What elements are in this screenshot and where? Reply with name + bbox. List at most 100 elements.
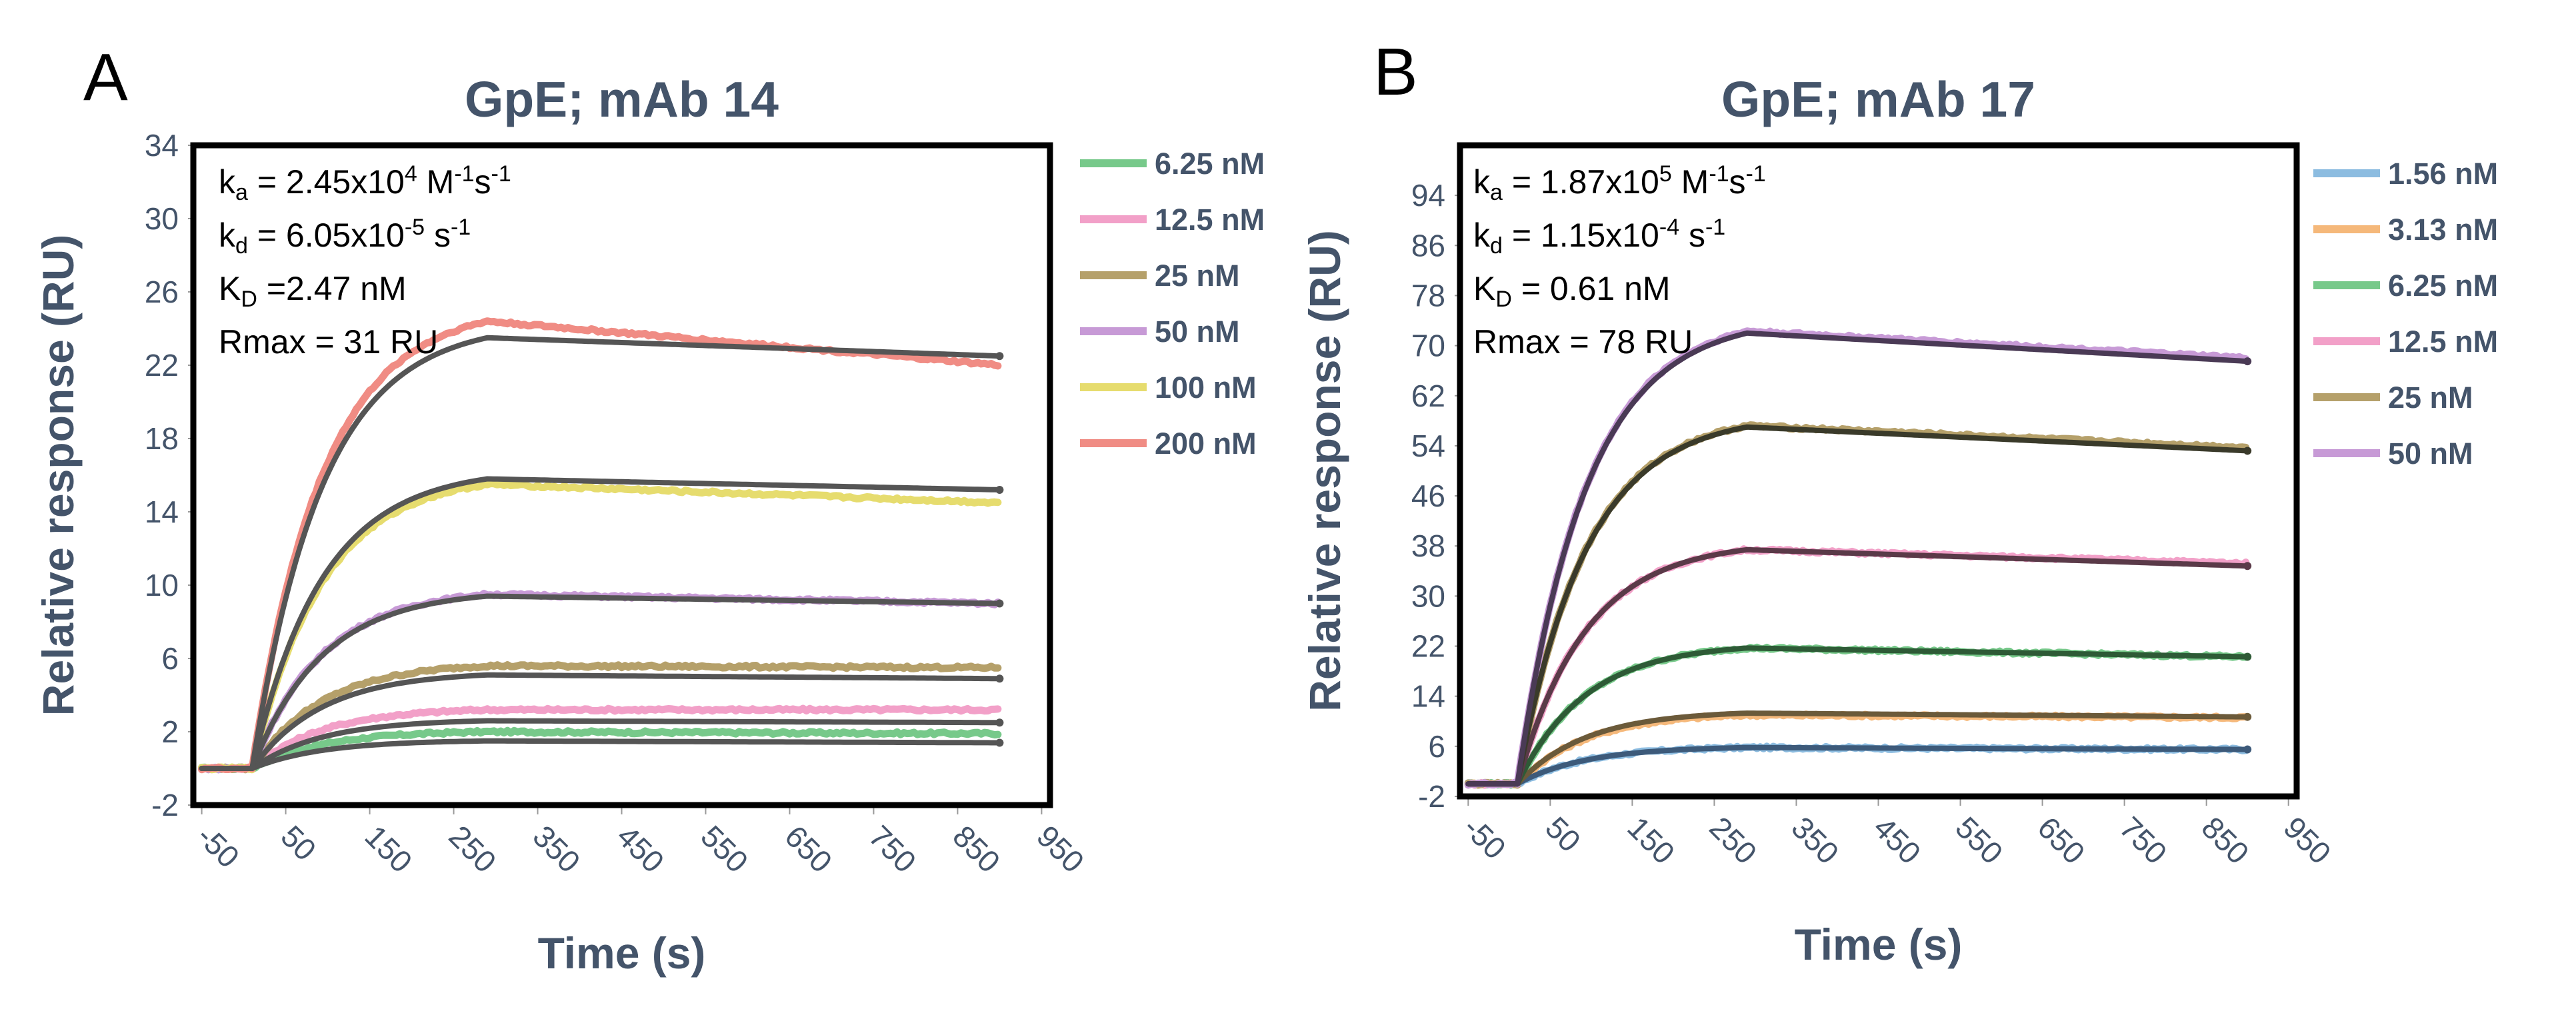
legend-label-5: 200 nM	[1155, 427, 1257, 461]
fit-end-point-1	[2243, 712, 2252, 721]
x-axis-title: Time (s)	[538, 928, 706, 978]
x-tick-label: 50	[275, 818, 323, 867]
y-tick-label: 70	[1411, 329, 1445, 363]
y-tick-label: 18	[145, 421, 179, 456]
y-tick-label: 10	[145, 568, 179, 602]
legend-label-4: 100 nM	[1155, 371, 1257, 405]
y-axis-title: Relative response (RU)	[33, 235, 83, 716]
fit-end-point-0	[995, 738, 1004, 747]
series-line-4	[198, 480, 1002, 774]
y-tick-label: 26	[145, 275, 179, 309]
fit-end-point-5	[2243, 357, 2252, 366]
fit-line-1	[199, 718, 1001, 771]
y-tick-label: 30	[145, 201, 179, 236]
y-tick-label: 78	[1411, 278, 1445, 313]
legend-label-4: 25 nM	[2388, 381, 2473, 415]
fit-end-point-3	[995, 599, 1004, 608]
x-tick-label: 950	[2277, 810, 2338, 870]
panel-letter: B	[1373, 35, 1418, 109]
y-axis-title: Relative response (RU)	[1300, 230, 1349, 712]
series-line-2	[198, 661, 1002, 774]
y-tick-label: 54	[1411, 429, 1445, 463]
x-tick-label: 250	[442, 818, 503, 879]
y-tick-label: 86	[1411, 228, 1445, 263]
annotation-ka: ka = 2.45x104 M-1s-1	[219, 161, 511, 205]
x-tick-label: 50	[1539, 810, 1587, 858]
series-line-0	[198, 726, 1002, 774]
y-tick-label: 46	[1411, 479, 1445, 513]
legend-label-2: 6.25 nM	[2388, 269, 2498, 303]
annotation-kd: kd = 1.15x10-4 s-1	[1473, 215, 1725, 259]
chart-panel-b: B GpE; mAb 17 -2 6 14 22 30 38 46 54 62 70 78 86 94 -50…	[1300, 35, 2498, 969]
annotation-rmax: Rmax = 31 RU	[219, 323, 438, 361]
plot-frame	[190, 142, 1053, 808]
annotation-kd: kd = 6.05x10-5 s-1	[219, 215, 471, 259]
legend-label-1: 12.5 nM	[1155, 203, 1265, 237]
y-tick-label: 22	[145, 348, 179, 383]
x-tick-label: 150	[1621, 810, 1681, 870]
fit-end-point-3	[2243, 562, 2252, 570]
series-line-4	[1464, 421, 2250, 789]
fit-end-point-0	[2243, 745, 2252, 754]
x-tick-label: 350	[526, 818, 587, 879]
fit-line-5	[199, 335, 1001, 771]
y-tick-label: 14	[145, 495, 179, 529]
fit-line-2	[199, 672, 1001, 771]
panel-letter: A	[83, 40, 128, 115]
chart-title: GpE; mAb 14	[465, 71, 779, 127]
fit-line-3	[199, 593, 1001, 771]
chart-title: GpE; mAb 17	[1721, 71, 2035, 127]
fit-line-0	[199, 738, 1001, 771]
fit-line-3	[1465, 546, 2249, 787]
fit-line-4	[1465, 424, 2249, 787]
x-tick-label: -50	[191, 818, 247, 874]
x-tick-label: 450	[610, 818, 671, 879]
fit-end-point-2	[2243, 652, 2252, 661]
x-tick-label: 150	[358, 818, 419, 879]
y-tick-label: 62	[1411, 379, 1445, 413]
y-tick-label: -2	[151, 788, 179, 822]
annotation-KD: KD =2.47 nM	[219, 270, 407, 312]
annotation-rmax: Rmax = 78 RU	[1473, 323, 1693, 361]
x-tick-label: 650	[2031, 810, 2092, 870]
x-tick-label: 750	[2113, 810, 2174, 870]
fit-line-1	[1465, 710, 2249, 787]
y-tick-label: 22	[1411, 629, 1445, 664]
legend-label-2: 25 nM	[1155, 259, 1240, 293]
x-tick-label: 250	[1703, 810, 1763, 870]
y-tick-label: 30	[1411, 578, 1445, 613]
y-tick-label: 14	[1411, 679, 1445, 714]
y-tick-label: 6	[161, 641, 179, 676]
x-axis-title: Time (s)	[1795, 920, 1963, 969]
x-tick-label: 650	[778, 818, 839, 879]
y-tick-label: -2	[1418, 779, 1445, 814]
legend-label-5: 50 nM	[2388, 437, 2473, 471]
legend-label-3: 50 nM	[1155, 315, 1240, 349]
annotation-ka: ka = 1.87x105 M-1s-1	[1473, 161, 1766, 205]
x-tick-label: 750	[862, 818, 923, 879]
legend-label-0: 6.25 nM	[1155, 147, 1265, 181]
x-tick-label: -50	[1457, 810, 1513, 866]
plot-frame	[1457, 142, 2300, 800]
legend-label-1: 3.13 nM	[2388, 213, 2498, 247]
fit-line-0	[1465, 744, 2249, 787]
fit-line-2	[1465, 645, 2249, 787]
series-line-0	[1464, 742, 2250, 789]
y-tick-label: 38	[1411, 528, 1445, 563]
y-tick-label: 2	[161, 714, 179, 749]
fit-end-point-4	[2243, 447, 2252, 455]
y-tick-label: 94	[1411, 178, 1445, 213]
legend-label-0: 1.56 nM	[2388, 157, 2498, 191]
x-tick-label: 550	[1949, 810, 2009, 870]
fit-end-point-2	[995, 674, 1004, 683]
x-tick-label: 350	[1785, 810, 1845, 870]
series-line-1	[198, 704, 1002, 774]
x-tick-label: 850	[2195, 810, 2256, 870]
x-tick-label: 450	[1867, 810, 1927, 870]
y-tick-label: 6	[1428, 729, 1445, 764]
x-tick-label: 850	[946, 818, 1007, 879]
legend-label-3: 12.5 nM	[2388, 325, 2498, 359]
annotation-KD: KD = 0.61 nM	[1473, 270, 1671, 312]
fit-line-5	[1465, 330, 2249, 787]
